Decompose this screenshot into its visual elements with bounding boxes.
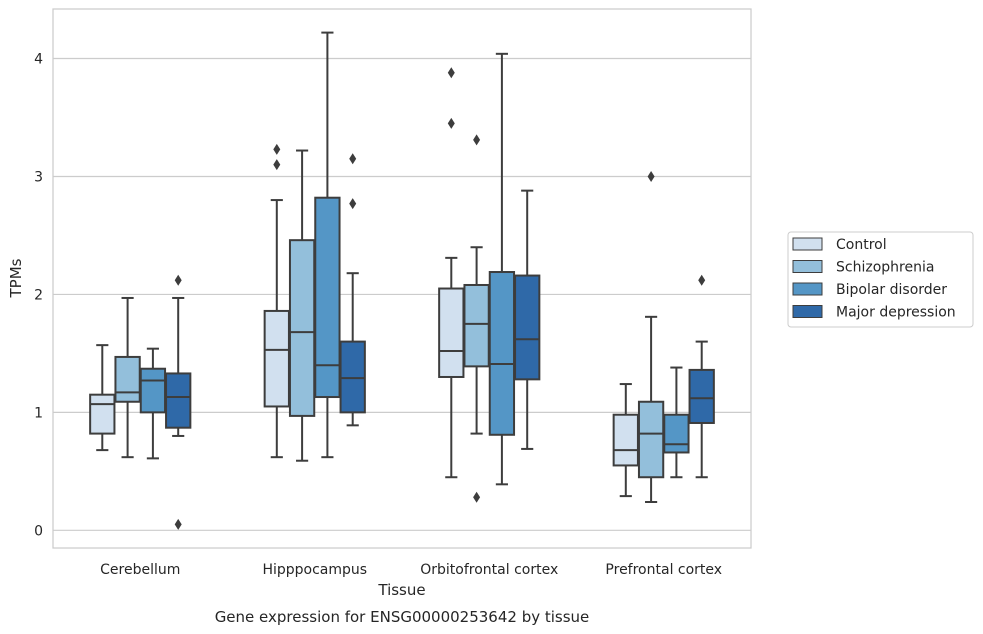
box-body: [263, 309, 290, 408]
box-bipolar-disorder: [663, 366, 690, 479]
box-schizophrenia: [637, 170, 665, 504]
box-body: [438, 287, 465, 378]
x-tick-label: Cerebellum: [100, 562, 180, 578]
box-body: [114, 355, 141, 403]
outlier-point: [273, 143, 281, 155]
x-tick-label: Prefrontal cortex: [605, 562, 722, 578]
outlier-point: [473, 134, 481, 146]
box-major-depression: [688, 274, 715, 479]
legend: Control Schizophrenia Bipolar disorder Majo…: [787, 231, 974, 328]
box-schizophrenia: [463, 134, 490, 503]
box-control: [438, 67, 465, 479]
y-axis-label: TPMs: [7, 258, 25, 298]
box-control: [89, 344, 116, 452]
plot-frame: [52, 8, 752, 549]
box-schizophrenia: [114, 296, 141, 459]
x-tick-label: Hipppocampus: [262, 562, 367, 578]
box-body: [688, 368, 715, 424]
y-tick-labels: 0 1 2 3 4: [34, 52, 43, 540]
legend-swatch: [792, 305, 823, 318]
box-control: [612, 383, 639, 498]
y-tick-label: 0: [34, 523, 43, 539]
legend-label: Bipolar disorder: [836, 282, 947, 298]
box-body: [314, 196, 341, 399]
legend-label: Control: [836, 237, 887, 253]
figure-caption: Gene expression for ENSG00000253642 by t…: [215, 608, 590, 626]
legend-label: Schizophrenia: [836, 260, 934, 276]
y-tick-label: 2: [34, 287, 43, 303]
box-body: [663, 413, 690, 454]
outlier-point: [273, 159, 281, 171]
legend-frame: [787, 231, 974, 328]
box-body: [339, 340, 366, 414]
outlier-point: [349, 198, 357, 210]
y-tick-label: 3: [34, 169, 43, 185]
box-body: [139, 367, 167, 414]
x-axis-label: Tissue: [377, 581, 425, 599]
box-schizophrenia: [288, 149, 316, 462]
outlier-point: [473, 491, 481, 503]
y-tick-label: 1: [34, 405, 43, 421]
box-body: [488, 271, 516, 436]
box-body: [89, 393, 116, 435]
legend-label: Major depression: [836, 305, 956, 321]
outlier-point: [174, 274, 182, 286]
y-tick-label: 4: [34, 52, 43, 68]
outlier-point: [698, 274, 706, 286]
box-body: [612, 413, 639, 467]
legend-swatch: [792, 237, 823, 251]
box-major-depression: [165, 274, 192, 530]
box-bipolar-disorder: [314, 31, 341, 459]
outlier-point: [447, 67, 455, 79]
legend-swatch: [792, 282, 823, 296]
outlier-point: [647, 170, 655, 182]
box-body: [165, 372, 192, 429]
box-body: [463, 283, 490, 368]
outlier-point: [174, 518, 182, 530]
box-bipolar-disorder: [488, 52, 516, 486]
box-groups: [89, 31, 715, 530]
outlier-point: [447, 117, 455, 129]
x-tick-labels: Cerebellum Hipppocampus Orbitofrontal cort…: [100, 562, 722, 578]
legend-swatch: [792, 260, 823, 273]
x-tick-label: Orbitofrontal cortex: [420, 562, 558, 578]
box-bipolar-disorder: [139, 347, 167, 460]
box-major-depression: [514, 189, 541, 450]
box-body: [288, 239, 316, 417]
box-body: [514, 274, 541, 381]
box-control: [263, 143, 290, 459]
box-body: [637, 400, 665, 479]
outlier-point: [349, 153, 357, 165]
box-major-depression: [339, 153, 366, 427]
